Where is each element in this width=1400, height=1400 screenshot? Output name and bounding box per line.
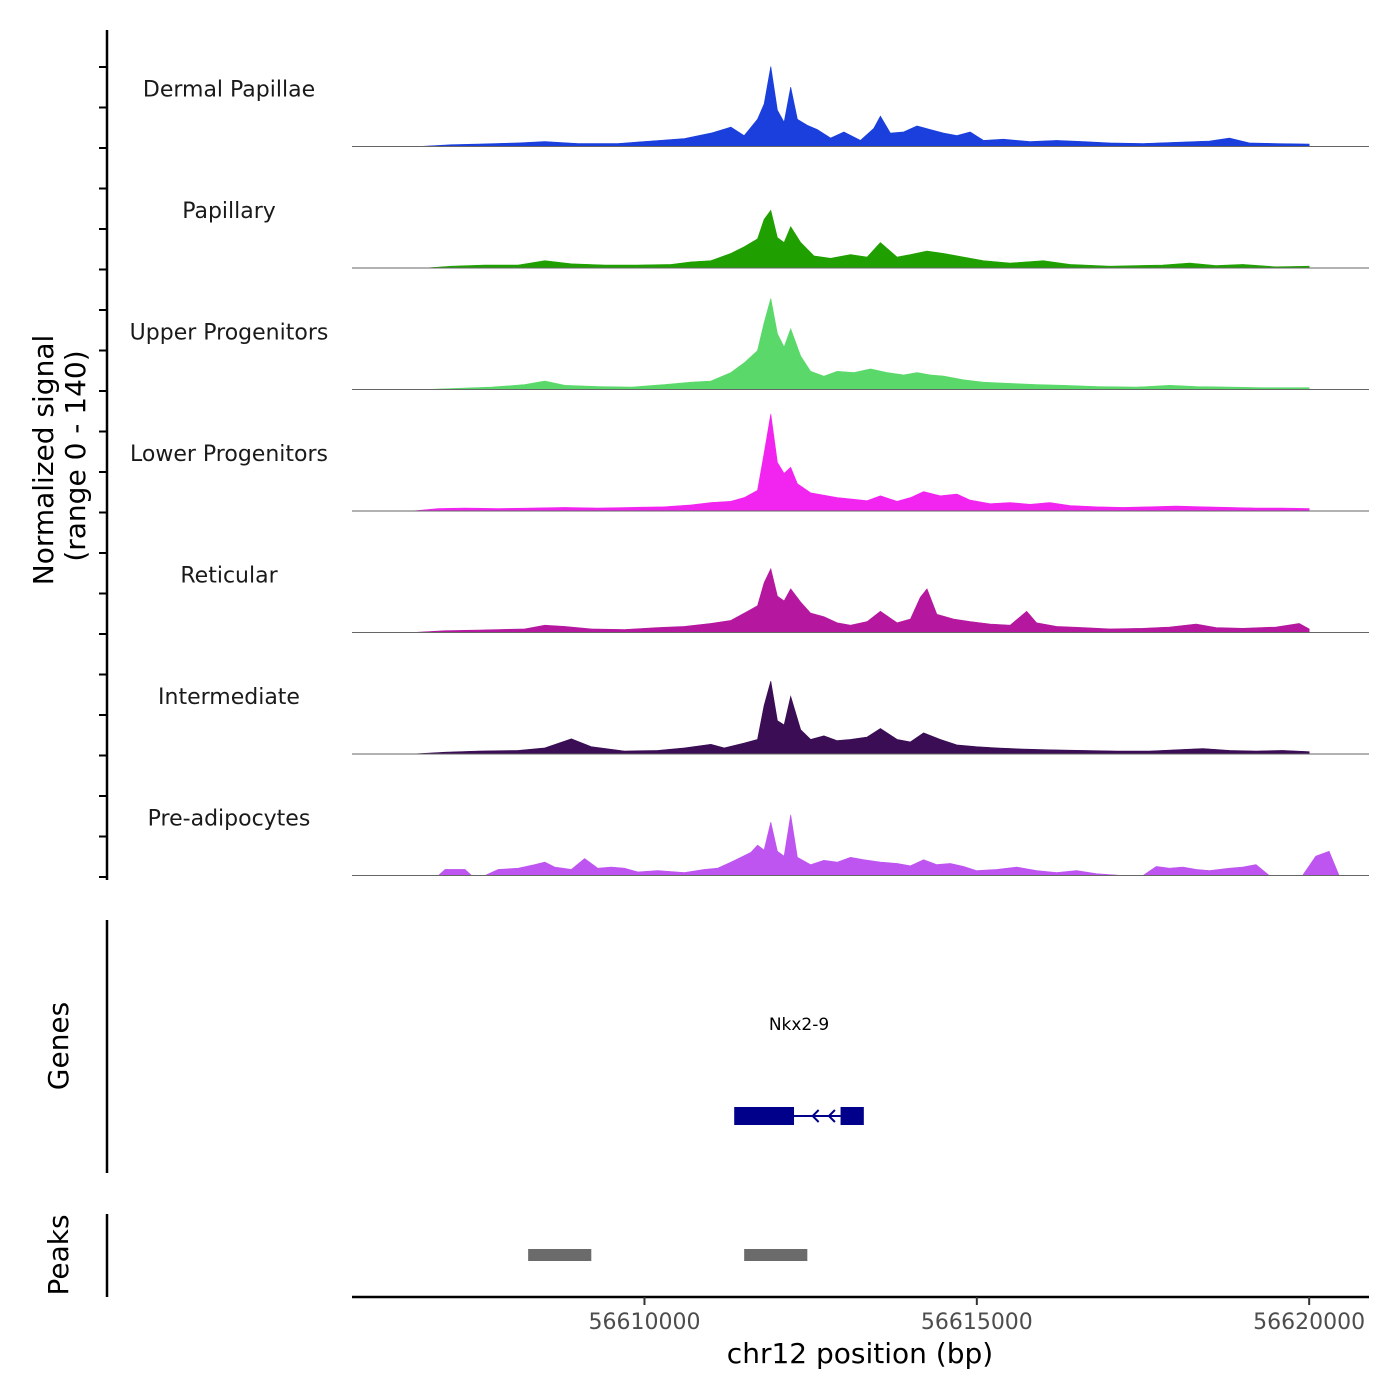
strand-arrow — [827, 1109, 836, 1123]
x-tick-label: 56620000 — [1253, 1310, 1365, 1335]
gene-exon — [840, 1107, 864, 1125]
strand-arrow — [811, 1109, 820, 1123]
x-tick-label: 56610000 — [588, 1310, 700, 1335]
track-label-papillary: Papillary — [182, 199, 276, 224]
coverage-area-dermal-papillae — [418, 66, 1310, 147]
track-label-pre-adipocytes: Pre-adipocytes — [148, 807, 311, 832]
coverage-area-pre-adipocytes — [411, 814, 1340, 876]
coverage-area-papillary — [425, 209, 1310, 269]
track-label-upper-progenitors: Upper Progenitors — [130, 321, 329, 346]
peaks-axis-title: Peaks — [42, 1214, 75, 1295]
y-axis-title-line2: (range 0 - 140) — [59, 350, 92, 561]
track-label-intermediate: Intermediate — [158, 685, 300, 710]
x-axis-ticks: 56610000 56615000 56620000 — [588, 1297, 1365, 1335]
coverage-tracks: Dermal Papillae Papillary Upper Progenitor… — [130, 66, 1369, 876]
coverage-y-ticks — [99, 66, 107, 878]
peak-region — [744, 1249, 808, 1261]
coverage-area-intermediate — [411, 681, 1310, 755]
track-label-lower-progenitors: Lower Progenitors — [130, 442, 328, 467]
coverage-area-upper-progenitors — [425, 298, 1310, 390]
coverage-area-lower-progenitors — [411, 413, 1310, 512]
peaks-track — [528, 1249, 808, 1261]
coverage-area-reticular — [411, 567, 1310, 633]
peak-region — [528, 1249, 592, 1261]
gene-exon — [734, 1107, 795, 1125]
track-label-reticular: Reticular — [180, 564, 278, 589]
gene-label: Nkx2-9 — [769, 1015, 829, 1035]
x-axis-title: chr12 position (bp) — [727, 1337, 993, 1370]
track-label-dermal-papillae: Dermal Papillae — [143, 78, 315, 103]
x-tick-label: 56615000 — [921, 1310, 1033, 1335]
y-axis-title-line1: Normalized signal — [27, 335, 60, 586]
genes-axis-title: Genes — [42, 1002, 75, 1090]
gene-track: Nkx2-9 — [734, 1015, 864, 1125]
